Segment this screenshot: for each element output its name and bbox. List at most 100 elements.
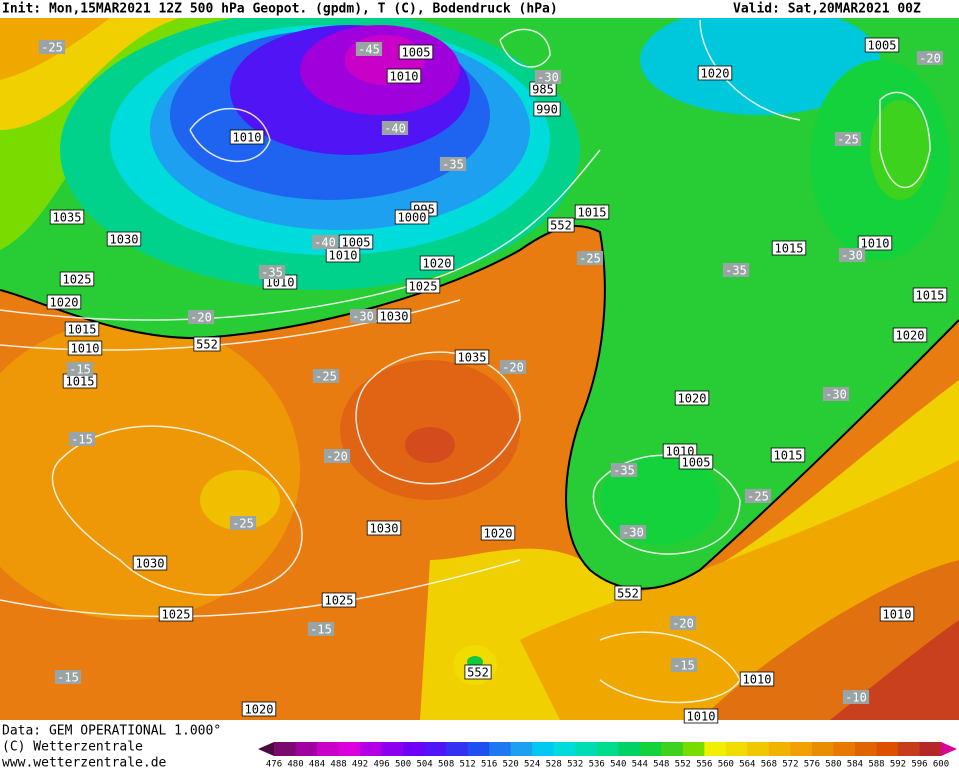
colorbar-label: 536 (589, 760, 605, 770)
iso-label: 1035 (53, 211, 82, 225)
iso-label: 1005 (868, 39, 897, 53)
iso-box (49, 209, 85, 225)
colorbar-swatch (295, 742, 318, 756)
iso-box (59, 271, 95, 287)
tmp-label: -25 (747, 490, 769, 504)
iso-label: 1020 (896, 329, 925, 343)
tmp-box (381, 121, 409, 135)
iso-label: 1000 (398, 211, 427, 225)
colorbar-swatch (381, 742, 404, 756)
colorbar-swatch (575, 742, 598, 756)
tmp-label: -30 (825, 388, 847, 402)
colorbar-label: 600 (933, 760, 949, 770)
colorbar-label: 572 (782, 760, 798, 770)
iso-box (132, 555, 168, 571)
colorbar-label: 532 (567, 760, 583, 770)
tmp-label: -35 (261, 266, 283, 280)
iso-label: 552 (617, 587, 639, 601)
iso-box (739, 671, 775, 687)
iso-label: 1020 (245, 703, 274, 717)
colorbar-swatch (897, 742, 920, 756)
tmp-label: -10 (845, 691, 867, 705)
tmp-label: -30 (841, 249, 863, 263)
tmp-label: -25 (232, 517, 254, 531)
tmp-box (258, 265, 286, 279)
colorbar-label: 488 (330, 760, 346, 770)
tmp-box (312, 369, 340, 383)
tmp-label: -20 (502, 361, 524, 375)
iso-label: 1025 (162, 608, 191, 622)
tmp-box (311, 235, 339, 249)
iso-box (480, 525, 516, 541)
tmp-label: -40 (384, 122, 406, 136)
tmp-box (229, 516, 257, 530)
iso-box (241, 701, 277, 717)
colorbar-label: 496 (373, 760, 389, 770)
colorbar-swatch (661, 742, 684, 756)
colorbar-label: 588 (868, 760, 884, 770)
colorbar-swatch (596, 742, 619, 756)
iso-label: 985 (532, 83, 554, 97)
colorbar-swatch (424, 742, 447, 756)
colorbar-label: 560 (718, 760, 734, 770)
iso-label: 1010 (883, 608, 912, 622)
colorbar-swatch (618, 742, 641, 756)
colorbar-label: 492 (352, 760, 368, 770)
colorbar-swatch (553, 742, 576, 756)
iso-box (376, 308, 412, 324)
colorbar-label: 552 (675, 760, 691, 770)
colorbar-swatch (510, 742, 533, 756)
tmp-label: -20 (190, 311, 212, 325)
tmp-box (619, 525, 647, 539)
colorbar-label: 508 (438, 760, 454, 770)
iso-label: 1025 (63, 273, 92, 287)
tmp-label: -15 (673, 659, 695, 673)
colorbar-label: 576 (804, 760, 820, 770)
colorbar-label: 484 (309, 760, 325, 770)
iso-label: 1020 (701, 67, 730, 81)
tmp-box (534, 70, 562, 84)
iso-box (892, 327, 928, 343)
iso-box (405, 278, 441, 294)
iso-box (912, 287, 948, 303)
iso-label: 552 (196, 338, 218, 352)
iso-label: 1015 (578, 206, 607, 220)
iso-label: 1005 (682, 456, 711, 470)
iso-box (193, 336, 221, 352)
tmp-box (439, 157, 467, 171)
iso-label: 1010 (743, 673, 772, 687)
tmp-label: -15 (57, 671, 79, 685)
iso-box (419, 255, 455, 271)
tmp-label: -45 (358, 43, 380, 57)
tmp-box (670, 658, 698, 672)
iso-box (464, 664, 492, 680)
colorbar-label: 548 (653, 760, 669, 770)
colorbar-label: 524 (524, 760, 540, 770)
tmp-label: -35 (613, 464, 635, 478)
iso-label: 1005 (402, 46, 431, 60)
tmp-box (349, 309, 377, 323)
iso-label: 552 (550, 219, 572, 233)
tmp-box (307, 622, 335, 636)
tmp-label: -25 (837, 133, 859, 147)
tmp-label: -25 (315, 370, 337, 384)
iso-box (771, 240, 807, 256)
iso-box (864, 37, 900, 53)
colorbar-swatch (682, 742, 705, 756)
iso-box (64, 321, 100, 337)
iso-box (533, 101, 561, 117)
footer-data: Data: GEM OPERATIONAL 1.000° (2, 724, 221, 739)
tmp-label: -35 (442, 158, 464, 172)
tmp-box (838, 248, 866, 262)
tmp-label: -20 (919, 52, 941, 66)
colorbar-label: 516 (481, 760, 497, 770)
colorbar-label: 476 (266, 760, 282, 770)
colorbar-label: 584 (847, 760, 863, 770)
iso-box (674, 390, 710, 406)
tmp-label: -20 (326, 450, 348, 464)
iso-box (394, 209, 430, 225)
colorbar-label: 556 (696, 760, 712, 770)
iso-box (574, 204, 610, 220)
iso-label: 1020 (484, 527, 513, 541)
